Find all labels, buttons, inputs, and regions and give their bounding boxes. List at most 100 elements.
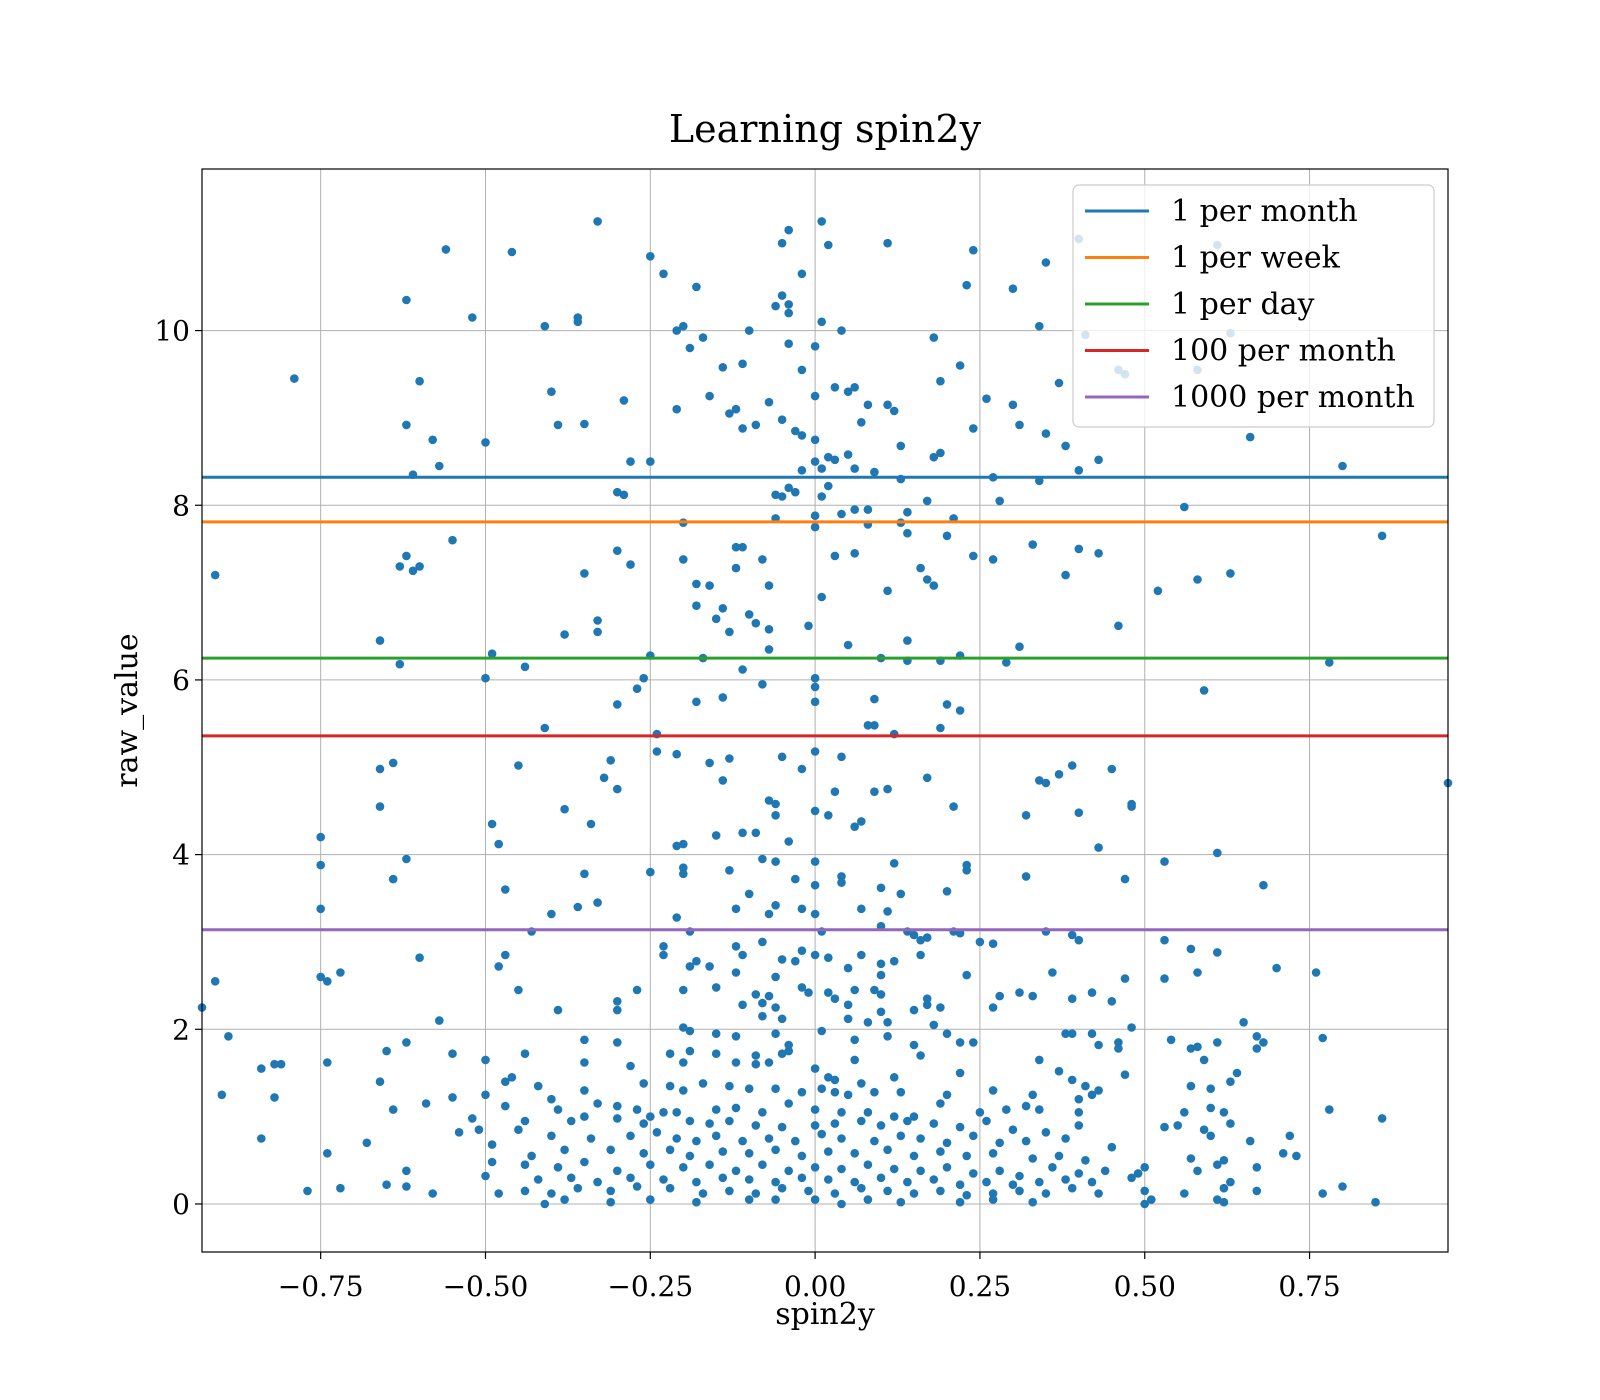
scatter-point bbox=[758, 1011, 767, 1021]
scatter-point bbox=[1035, 1055, 1044, 1065]
scatter-point bbox=[777, 1049, 787, 1058]
scatter-point bbox=[804, 621, 813, 631]
scatter-point bbox=[995, 1138, 1004, 1148]
scatter-point bbox=[936, 1147, 945, 1156]
scatter-point bbox=[916, 950, 925, 960]
scatter-point bbox=[659, 1175, 668, 1184]
scatter-point bbox=[810, 697, 820, 707]
scatter-point bbox=[725, 1081, 734, 1091]
scatter-point bbox=[955, 1122, 965, 1132]
scatter-point bbox=[1127, 799, 1136, 809]
scatter-point bbox=[889, 1073, 899, 1082]
scatter-point bbox=[797, 764, 807, 774]
legend-entry-label: 100 per month bbox=[1171, 334, 1396, 369]
scatter-point bbox=[711, 983, 721, 992]
scatter-point bbox=[797, 466, 807, 475]
scatter-point bbox=[276, 1059, 286, 1069]
scatter-point bbox=[487, 1157, 497, 1167]
scatter-point bbox=[672, 749, 681, 759]
scatter-point bbox=[1028, 1197, 1037, 1207]
scatter-point bbox=[1160, 1122, 1169, 1132]
scatter-point bbox=[1232, 1068, 1242, 1078]
scatter-point bbox=[771, 901, 780, 910]
scatter-point bbox=[481, 1171, 490, 1181]
scatter-point bbox=[323, 1149, 332, 1158]
scatter-point bbox=[415, 953, 424, 962]
scatter-point bbox=[593, 627, 602, 637]
scatter-point bbox=[903, 1177, 912, 1187]
scatter-point bbox=[969, 245, 978, 255]
scatter-point bbox=[718, 776, 728, 785]
scatter-point bbox=[962, 866, 971, 875]
scatter-point bbox=[751, 990, 761, 999]
scatter-point bbox=[850, 822, 859, 831]
scatter-point bbox=[988, 1189, 998, 1198]
scatter-point bbox=[824, 1175, 833, 1184]
scatter-point bbox=[1186, 944, 1196, 954]
scatter-point bbox=[1127, 1173, 1136, 1183]
scatter-point bbox=[672, 841, 681, 851]
scatter-point bbox=[665, 1081, 675, 1091]
scatter-point bbox=[711, 1029, 721, 1038]
scatter-point bbox=[520, 1186, 530, 1196]
scatter-point bbox=[731, 563, 741, 573]
scatter-point bbox=[863, 505, 873, 514]
scatter-point bbox=[217, 1090, 227, 1100]
scatter-point bbox=[857, 904, 866, 914]
scatter-point bbox=[1041, 1128, 1051, 1137]
scatter-point bbox=[1061, 570, 1070, 580]
scatter-point bbox=[758, 1160, 767, 1169]
scatter-point bbox=[751, 1051, 761, 1060]
scatter-point bbox=[711, 1049, 721, 1058]
scatter-point bbox=[804, 1186, 813, 1196]
scatter-point bbox=[883, 238, 892, 248]
scatter-point bbox=[1252, 1163, 1262, 1172]
scatter-point bbox=[606, 756, 615, 765]
scatter-point bbox=[1015, 642, 1024, 651]
scatter-point bbox=[679, 1023, 688, 1032]
scatter-point bbox=[1094, 455, 1103, 465]
legend-box bbox=[1072, 184, 1435, 428]
scatter-point bbox=[929, 581, 939, 590]
scatter-point bbox=[738, 828, 747, 838]
y-tick-label: 4 bbox=[172, 839, 190, 872]
scatter-point bbox=[468, 313, 477, 322]
scatter-point bbox=[837, 326, 846, 335]
scatter-point bbox=[382, 1046, 391, 1056]
scatter-point bbox=[270, 1059, 279, 1069]
scatter-point bbox=[705, 962, 714, 971]
scatter-point bbox=[402, 295, 411, 305]
scatter-point bbox=[402, 854, 411, 864]
scatter-point bbox=[962, 970, 971, 980]
scatter-point bbox=[718, 693, 728, 702]
scatter-point bbox=[1318, 1189, 1327, 1198]
scatter-point bbox=[323, 977, 332, 986]
scatter-point bbox=[705, 758, 714, 768]
scatter-point bbox=[1015, 420, 1024, 430]
scatter-point bbox=[1199, 1125, 1209, 1134]
scatter-point bbox=[580, 1058, 589, 1067]
scatter-point bbox=[679, 1058, 688, 1067]
scatter-point bbox=[685, 1116, 695, 1126]
scatter-point bbox=[1067, 930, 1077, 940]
scatter-point bbox=[725, 1116, 734, 1126]
scatter-point bbox=[1074, 466, 1084, 475]
scatter-point bbox=[520, 1116, 530, 1126]
scatter-point bbox=[1213, 1038, 1222, 1047]
scatter-point bbox=[843, 640, 853, 650]
scatter-point bbox=[824, 481, 833, 491]
scatter-point bbox=[850, 1149, 859, 1158]
scatter-point bbox=[1245, 432, 1255, 442]
scatter-point bbox=[1193, 1042, 1202, 1052]
scatter-point bbox=[1213, 948, 1222, 957]
scatter-point bbox=[988, 555, 998, 564]
scatter-point bbox=[949, 802, 958, 811]
scatter-point bbox=[514, 761, 523, 770]
scatter-point bbox=[777, 238, 787, 248]
scatter-point bbox=[1021, 872, 1031, 881]
scatter-point bbox=[1160, 935, 1169, 945]
scatter-point bbox=[857, 950, 866, 960]
scatter-point bbox=[936, 1003, 945, 1012]
scatter-point bbox=[1008, 400, 1018, 410]
scatter-point bbox=[876, 1007, 886, 1017]
